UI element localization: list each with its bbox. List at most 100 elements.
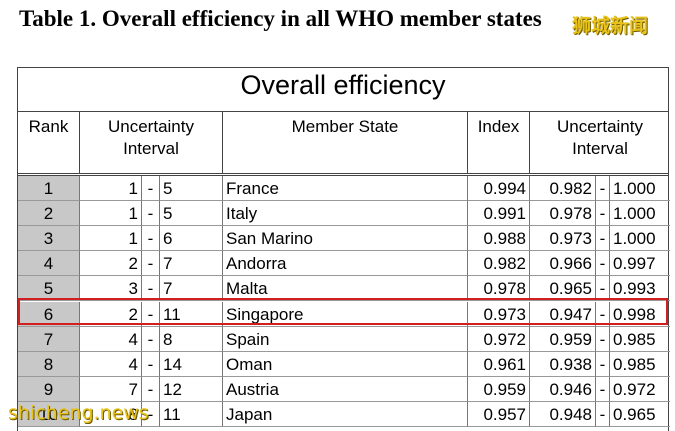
header-divider: [18, 173, 668, 176]
interval-low-cell: 4: [80, 326, 142, 352]
interval-low-cell: 4: [80, 351, 142, 377]
table-row: 9 7-12 Austria 0.959 0.946-0.972: [18, 376, 670, 402]
member-state-cell: France: [223, 176, 468, 201]
table-row: 2 1-5 Italy 0.991 0.978-1.000: [18, 201, 670, 227]
table-row: 6 2-11 Singapore 0.973 0.947-0.998: [18, 301, 670, 327]
interval-low-cell: 7: [80, 376, 142, 402]
index-interval-low-cell: 0.938: [530, 351, 596, 377]
interval-dash: -: [142, 251, 160, 277]
index-interval-dash: -: [596, 376, 610, 402]
index-cell: 0.973: [468, 301, 530, 327]
index-interval-high-cell: 0.965: [610, 402, 670, 427]
singapore-highlight-box: [18, 298, 668, 325]
interval-high-cell: 7: [160, 276, 223, 302]
member-state-cell: San Marino: [223, 226, 468, 252]
index-cell: 0.982: [468, 251, 530, 277]
header-member-state: Member State: [223, 112, 468, 174]
interval-dash: -: [142, 301, 160, 327]
table-title: Overall efficiency: [18, 68, 668, 112]
rank-cell: 3: [18, 226, 80, 252]
index-interval-dash: -: [596, 326, 610, 352]
index-interval-high-cell: 0.998: [610, 302, 670, 327]
index-interval-high-cell: 0.972: [610, 377, 670, 402]
index-interval-dash: -: [596, 401, 610, 427]
index-interval-high-cell: 1.000: [610, 226, 670, 252]
member-state-cell: Japan: [223, 401, 468, 427]
interval-dash: -: [142, 276, 160, 302]
header-rank: Rank: [18, 112, 80, 174]
index-interval-low-cell: 0.982: [530, 176, 596, 201]
index-cell: 0.961: [468, 351, 530, 377]
interval-high-cell: 7: [160, 251, 223, 277]
index-interval-low-cell: 0.966: [530, 251, 596, 277]
interval-low-cell: 8: [80, 401, 142, 427]
interval-high-cell: 5: [160, 201, 223, 227]
index-cell: 0.959: [468, 376, 530, 402]
index-interval-high-cell: 0.985: [610, 327, 670, 352]
interval-high-cell: 5: [160, 176, 223, 201]
header-index: Index: [468, 112, 530, 174]
index-cell: 0.957: [468, 401, 530, 427]
table-row: 7 4-8 Spain 0.972 0.959-0.985: [18, 326, 670, 352]
index-cell: 0.988: [468, 226, 530, 252]
index-interval-dash: -: [596, 176, 610, 201]
interval-dash: -: [142, 401, 160, 427]
interval-dash: -: [142, 351, 160, 377]
table-caption: Table 1. Overall efficiency in all WHO m…: [19, 6, 542, 31]
index-interval-low-cell: 0.959: [530, 326, 596, 352]
interval-high-cell: 12: [160, 376, 223, 402]
index-interval-high-cell: 0.993: [610, 276, 670, 302]
interval-low-cell: 1: [80, 201, 142, 227]
interval-low-cell: 2: [80, 301, 142, 327]
index-cell: 0.994: [468, 176, 530, 201]
index-interval-low-cell: 0.973: [530, 226, 596, 252]
member-state-cell: Singapore: [223, 301, 468, 327]
header-uncertainty-interval-index: Uncertainty Interval: [557, 117, 643, 158]
index-interval-dash: -: [596, 276, 610, 302]
member-state-cell: Italy: [223, 201, 468, 227]
index-interval-dash: -: [596, 201, 610, 227]
interval-high-cell: 11: [160, 301, 223, 327]
member-state-cell: Austria: [223, 376, 468, 402]
index-interval-dash: -: [596, 351, 610, 377]
rank-cell: 5: [18, 276, 80, 302]
index-interval-high-cell: 1.000: [610, 176, 670, 201]
interval-dash: -: [142, 326, 160, 352]
interval-low-cell: 1: [80, 226, 142, 252]
table-row: 5 3-7 Malta 0.978 0.965-0.993: [18, 276, 670, 302]
rank-cell: 10: [18, 401, 80, 427]
index-cell: 0.991: [468, 201, 530, 227]
interval-low-cell: 2: [80, 251, 142, 277]
index-interval-high-cell: 1.000: [610, 201, 670, 227]
table-row: 8 4-14 Oman 0.961 0.938-0.985: [18, 351, 670, 377]
rank-cell: 9: [18, 376, 80, 402]
rank-cell: 2: [18, 201, 80, 227]
index-interval-low-cell: 0.965: [530, 276, 596, 302]
index-interval-dash: -: [596, 301, 610, 327]
index-interval-dash: -: [596, 226, 610, 252]
index-interval-high-cell: 0.985: [610, 352, 670, 377]
table-row: 10 8-11 Japan 0.957 0.948-0.965: [18, 401, 670, 427]
rank-cell: 1: [18, 176, 80, 201]
member-state-cell: Andorra: [223, 251, 468, 277]
index-interval-low-cell: 0.946: [530, 376, 596, 402]
rank-cell: 7: [18, 326, 80, 352]
index-interval-low-cell: 0.978: [530, 201, 596, 227]
interval-high-cell: 8: [160, 326, 223, 352]
rank-cell: 4: [18, 251, 80, 277]
interval-dash: -: [142, 226, 160, 252]
watermark-logo-text: 狮城新闻: [572, 15, 649, 37]
watermark-site-text: shicheng.news: [8, 402, 149, 424]
member-state-cell: Oman: [223, 351, 468, 377]
index-interval-low-cell: 0.948: [530, 401, 596, 427]
index-interval-dash: -: [596, 251, 610, 277]
table-row: 3 1-6 San Marino 0.988 0.973-1.000: [18, 226, 670, 252]
interval-dash: -: [142, 201, 160, 227]
member-state-cell: Spain: [223, 326, 468, 352]
interval-dash: -: [142, 376, 160, 402]
interval-low-cell: 1: [80, 176, 142, 201]
rank-cell: 6: [18, 301, 80, 327]
interval-dash: -: [142, 176, 160, 201]
interval-high-cell: 6: [160, 226, 223, 252]
header-uncertainty-interval-rank: Uncertainty Interval: [80, 112, 223, 174]
